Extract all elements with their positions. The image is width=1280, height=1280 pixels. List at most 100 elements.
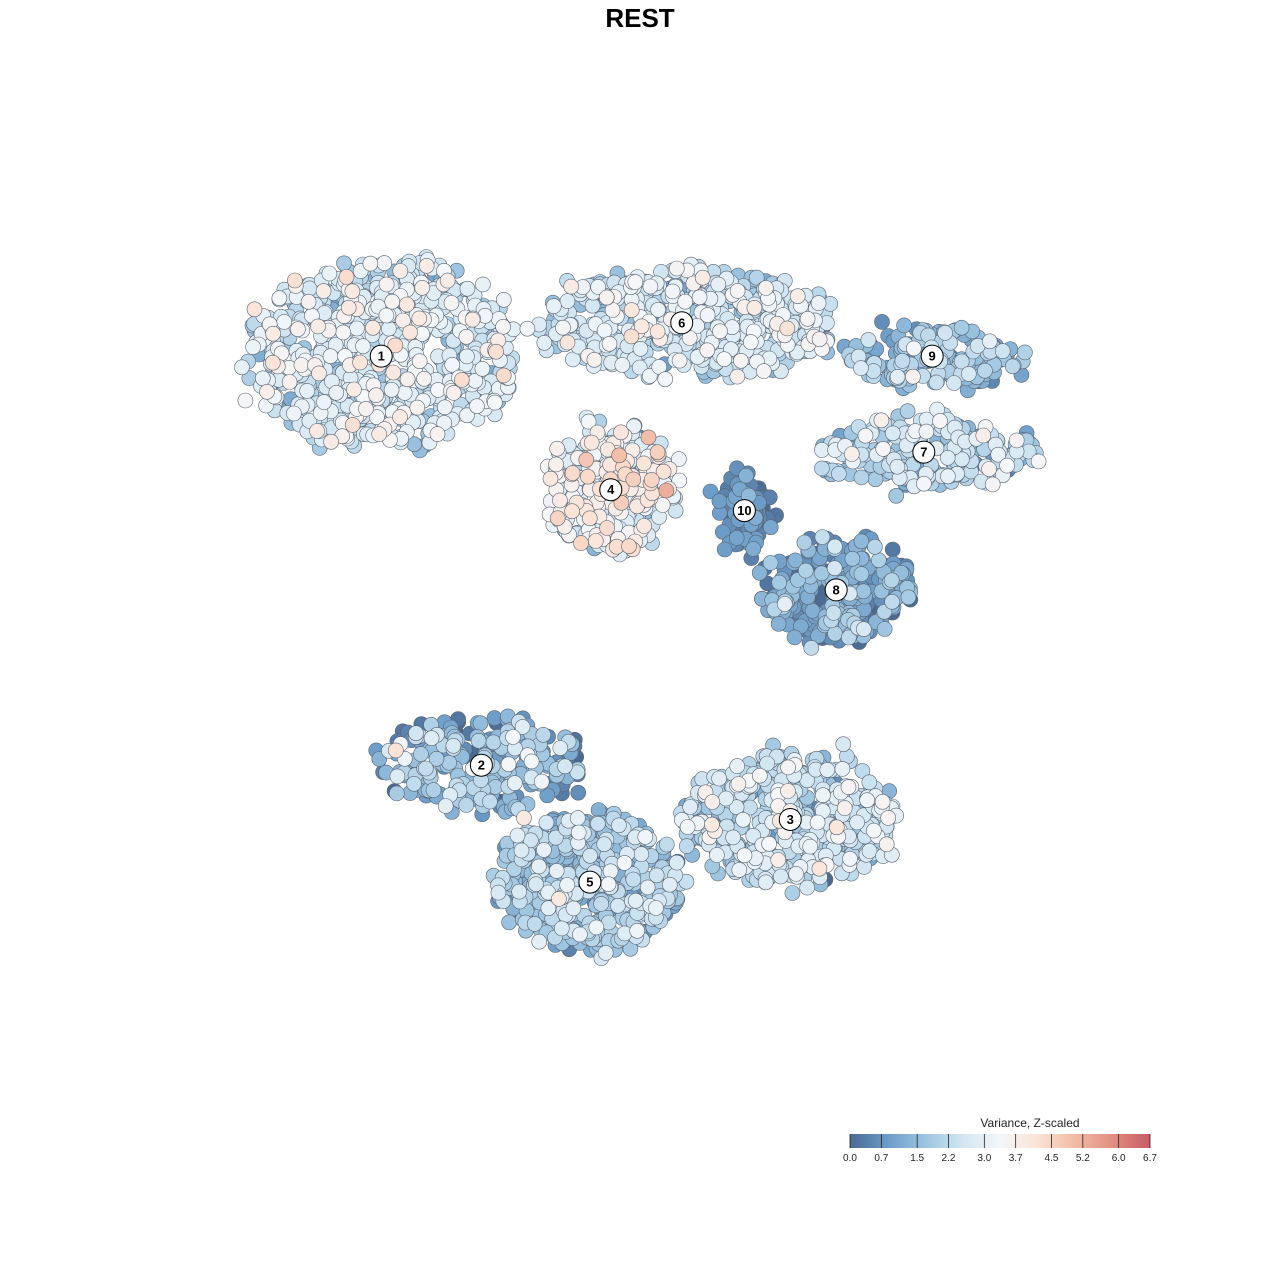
scatter-point xyxy=(234,359,250,376)
scatter-point xyxy=(861,774,878,791)
scatter-point xyxy=(429,426,446,442)
scatter-point xyxy=(711,770,727,787)
scatter-point xyxy=(505,729,521,745)
scatter-point xyxy=(709,847,725,863)
scatter-point xyxy=(513,842,530,859)
scatter-point xyxy=(565,900,582,917)
scatter-point xyxy=(642,278,659,295)
scatter-point xyxy=(369,409,385,425)
scatter-point xyxy=(573,535,589,551)
scatter-point xyxy=(813,565,830,582)
scatter-point xyxy=(834,761,851,777)
cluster-label-text: 8 xyxy=(833,582,840,597)
cluster-label-circle xyxy=(778,807,802,831)
scatter-point xyxy=(831,465,847,482)
scatter-point xyxy=(362,255,379,272)
cluster-label-8: 8 xyxy=(824,578,848,602)
scatter-point xyxy=(626,418,642,435)
scatter-point xyxy=(648,867,665,884)
legend-tick-label: 4.5 xyxy=(1045,1153,1059,1164)
cluster-label-1: 1 xyxy=(369,344,393,368)
scatter-point xyxy=(853,469,870,486)
scatter-point xyxy=(380,320,397,337)
scatter-point xyxy=(691,289,708,306)
scatter-point xyxy=(514,719,531,735)
scatter-point xyxy=(335,324,352,341)
scatter-point xyxy=(506,775,523,791)
legend-ticks: 0.0 0.7 1.5 2.2 3.0 3.7 4.5 5.2 6.0 6.7 xyxy=(843,1134,1157,1164)
scatter-point xyxy=(559,293,576,309)
scatter-point xyxy=(346,381,362,398)
scatter-point xyxy=(884,425,901,442)
scatter-point xyxy=(500,756,517,773)
scatter-point xyxy=(748,269,765,286)
scatter-point xyxy=(392,409,408,425)
scatter-point xyxy=(402,324,418,341)
scatter-point xyxy=(889,368,906,385)
scatter-point xyxy=(254,370,271,387)
scatter-point xyxy=(729,368,746,385)
scatter-point xyxy=(787,552,804,569)
scatter-point xyxy=(840,779,857,795)
scatter-point xyxy=(657,371,674,388)
scatter-point xyxy=(344,417,361,433)
cluster-label-7: 7 xyxy=(912,440,936,464)
cluster-label-circle xyxy=(912,440,936,464)
cluster-label-9: 9 xyxy=(920,344,944,368)
scatter-point xyxy=(338,269,355,285)
cluster-label-circle xyxy=(670,311,694,335)
cluster-label-text: 3 xyxy=(787,812,794,827)
scatter-point xyxy=(780,783,796,799)
scatter-point xyxy=(464,311,481,328)
scatter-point xyxy=(729,758,746,774)
scatter-point xyxy=(579,468,596,485)
scatter-point xyxy=(728,799,745,816)
scatter-point xyxy=(281,374,298,390)
scatter-point xyxy=(355,338,371,355)
scatter-point xyxy=(779,320,796,337)
scatter-point xyxy=(458,328,475,345)
scatter-point xyxy=(928,374,945,391)
scatter-point xyxy=(593,896,610,912)
scatter-point xyxy=(596,836,613,853)
scatter-point xyxy=(677,293,694,310)
scatter-point xyxy=(771,574,788,591)
scatter-point xyxy=(671,352,688,369)
scatter-point xyxy=(536,842,552,858)
scatter-point xyxy=(259,383,275,400)
scatter-point xyxy=(855,621,872,638)
scatter-point xyxy=(323,433,339,450)
cluster-label-4: 4 xyxy=(599,478,623,502)
scatter-point xyxy=(290,321,306,338)
scatter-point xyxy=(742,334,759,350)
scatter-point xyxy=(860,332,877,348)
scatter-point xyxy=(650,301,666,318)
scatter-point xyxy=(636,518,652,534)
scatter-point xyxy=(245,339,261,355)
scatter-point xyxy=(551,891,567,907)
scatter-point xyxy=(344,283,361,300)
scatter-point xyxy=(425,782,442,798)
scatter-point xyxy=(555,319,571,336)
scatter-point xyxy=(436,399,453,416)
scatter-point xyxy=(482,793,498,810)
scatter-point xyxy=(389,768,406,785)
scatter-point xyxy=(880,810,897,826)
scatter-point xyxy=(299,383,316,399)
scatter-point xyxy=(613,494,630,511)
scatter-point xyxy=(865,822,882,839)
scatter-point xyxy=(916,475,932,492)
scatter-point xyxy=(1030,453,1047,470)
scatter-point xyxy=(349,320,365,337)
scatter-point xyxy=(815,787,831,804)
scatter-point xyxy=(545,298,562,314)
color-legend: Variance, Z-scaled 0.0 0.7 1.5 2.2 3.0 3.7 4.5… xyxy=(843,1116,1157,1164)
scatter-point xyxy=(648,900,664,916)
scatter-point xyxy=(581,510,598,527)
scatter-point xyxy=(809,814,826,831)
scatter-point xyxy=(640,429,657,446)
scatter-point xyxy=(387,337,404,354)
scatter-point xyxy=(671,472,688,489)
scatter-point xyxy=(371,426,388,442)
scatter-point xyxy=(629,922,646,939)
